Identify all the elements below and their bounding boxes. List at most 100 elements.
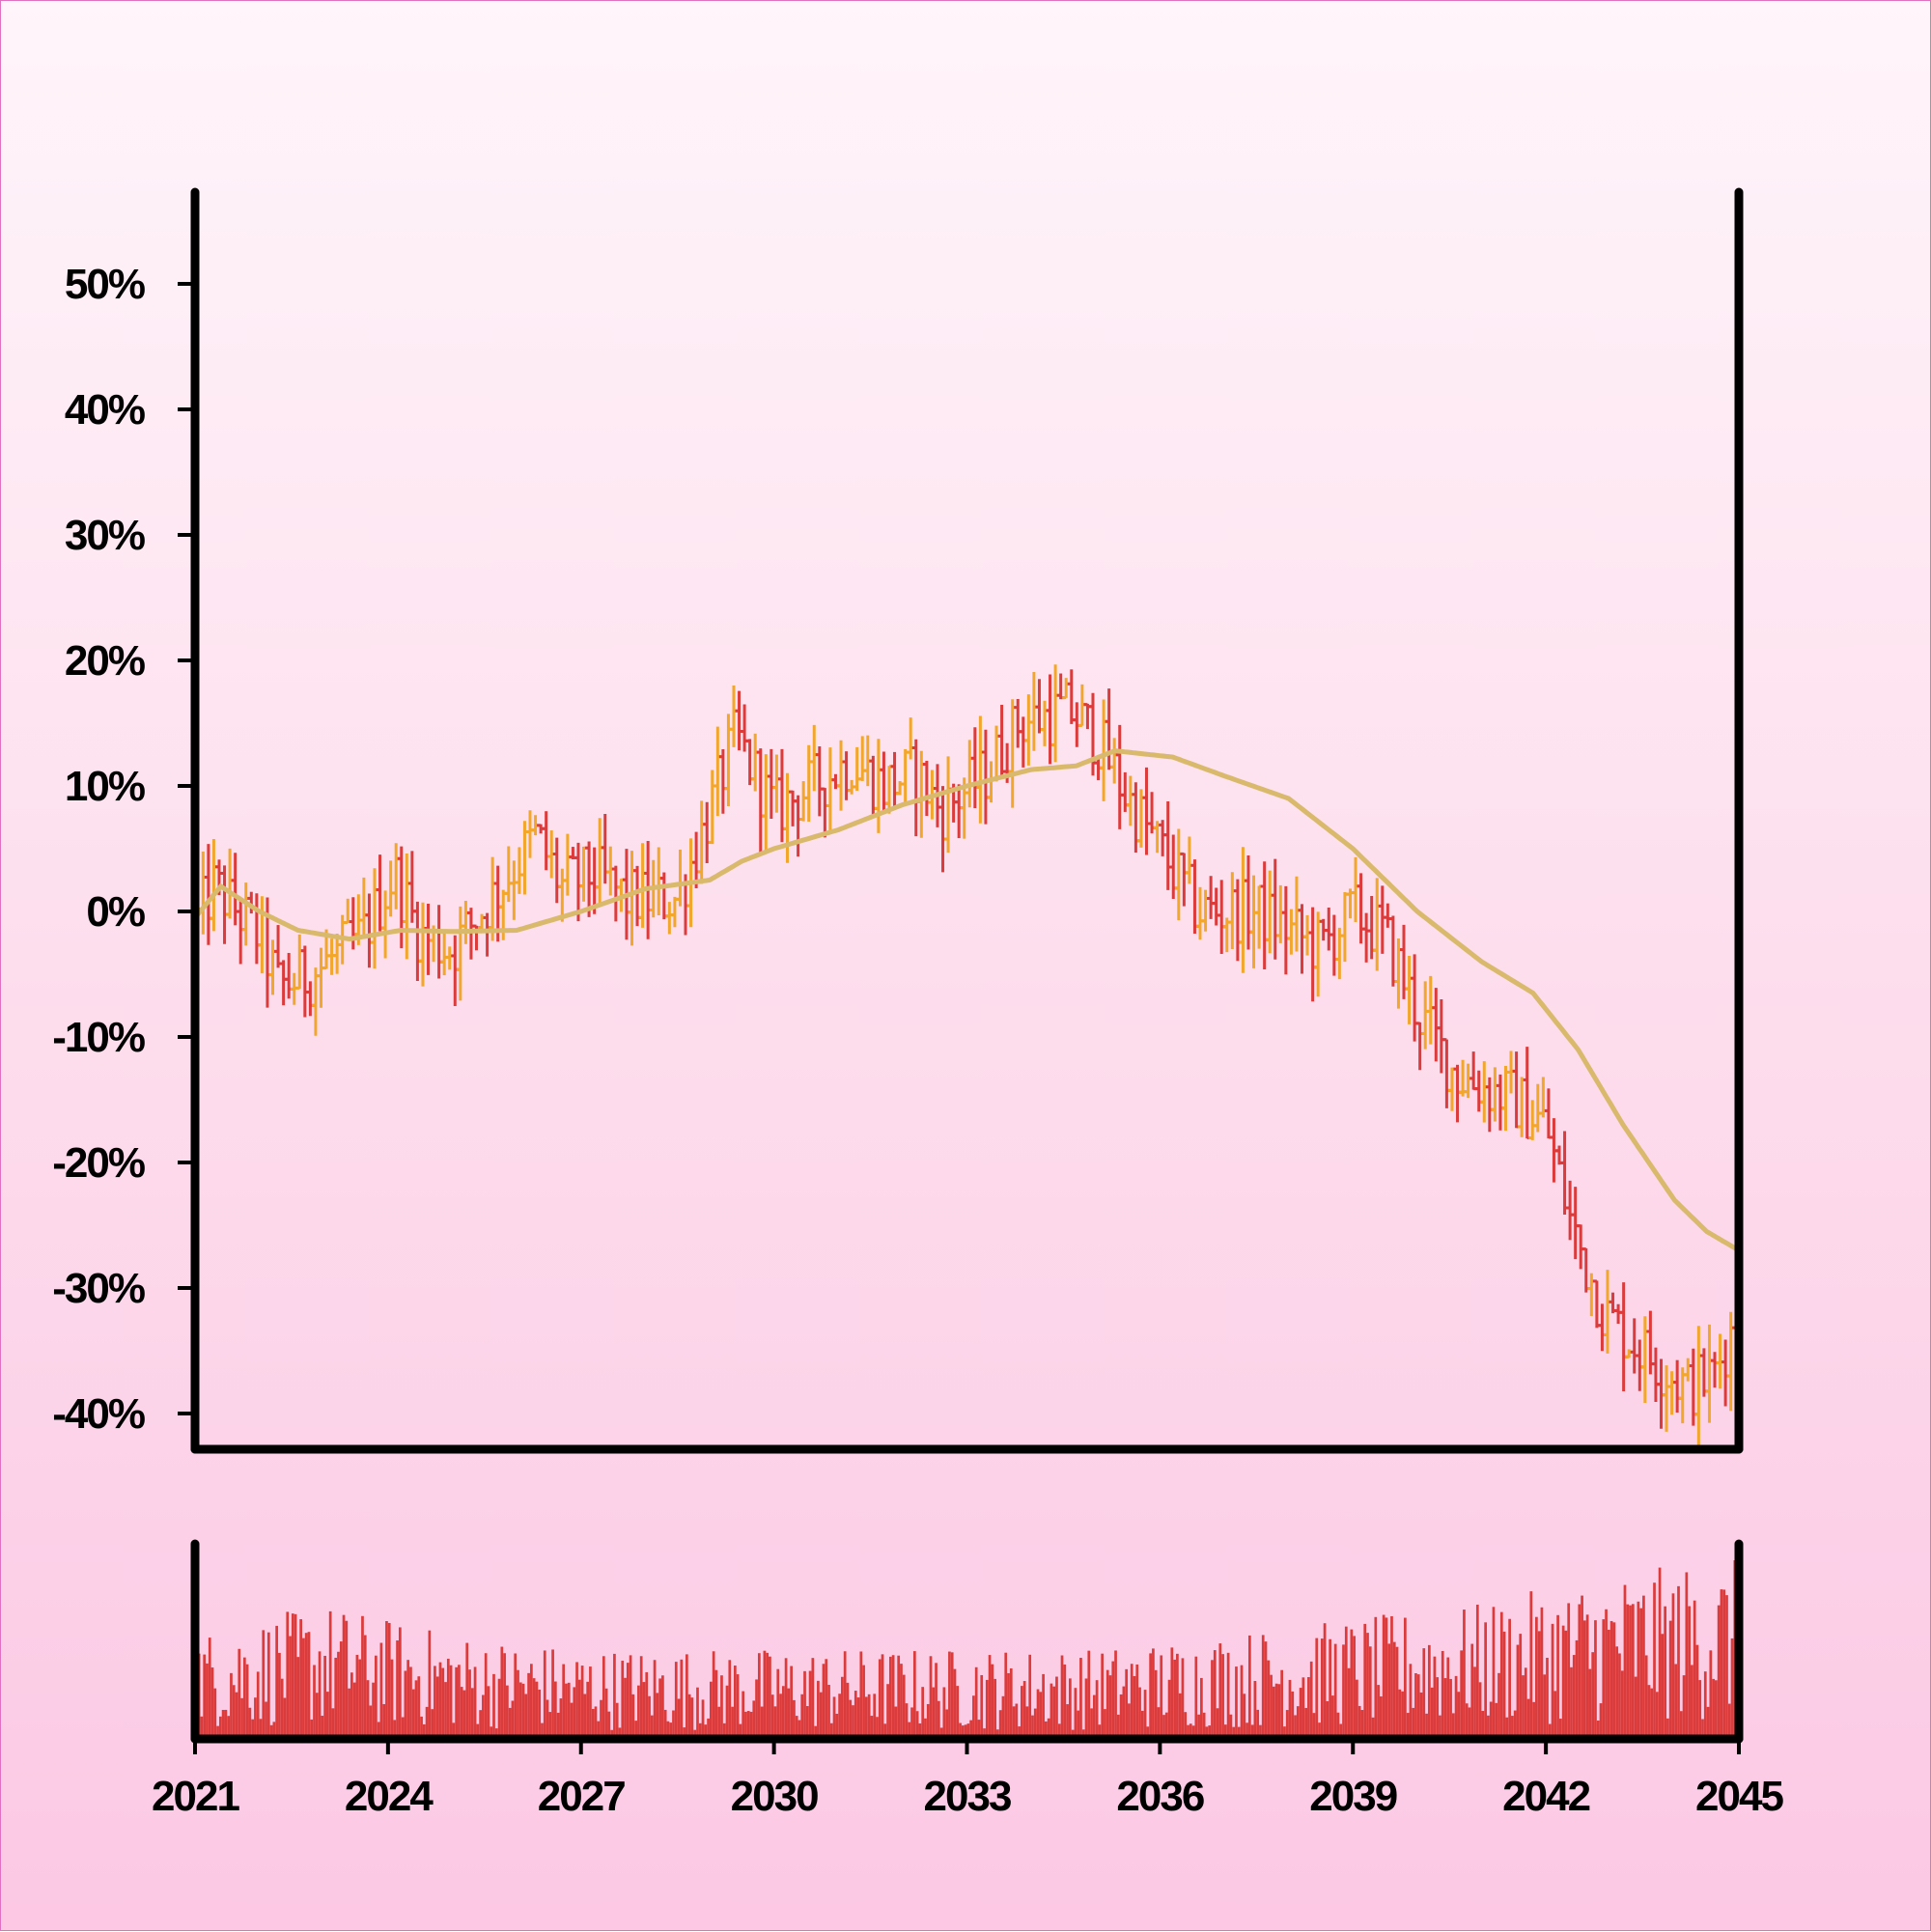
price-bar — [1244, 855, 1252, 950]
volume-bar — [307, 1632, 311, 1739]
volume-bar — [712, 1651, 715, 1739]
volume-bar — [1007, 1672, 1010, 1739]
volume-bar — [1524, 1667, 1527, 1739]
price-bar — [729, 685, 738, 747]
volume-bar — [634, 1721, 637, 1739]
volume-bar — [1318, 1722, 1321, 1739]
price-bar — [1405, 956, 1413, 1024]
price-bar — [659, 872, 668, 920]
volume-bar — [1609, 1620, 1613, 1739]
price-bar — [804, 744, 813, 822]
y-tick-label: -40% — [52, 1390, 145, 1438]
volume-bar — [1119, 1694, 1123, 1739]
price-bar — [772, 754, 781, 813]
price-bar — [1207, 876, 1216, 919]
volume-bar — [446, 1658, 450, 1739]
volume-bar — [597, 1721, 601, 1739]
volume-bar — [470, 1688, 474, 1739]
volume-bar — [650, 1715, 654, 1739]
volume-bar — [803, 1670, 806, 1739]
volume-bar — [1653, 1582, 1656, 1739]
volume-bar — [1556, 1614, 1559, 1739]
volume-bar — [396, 1640, 399, 1739]
volume-bar — [1235, 1666, 1238, 1739]
volume-bar — [465, 1642, 469, 1739]
price-bar — [1201, 889, 1210, 932]
volume-bar — [508, 1707, 512, 1739]
volume-bar — [856, 1697, 860, 1739]
volume-bar — [629, 1655, 632, 1739]
volume-bar — [950, 1652, 954, 1739]
price-bar — [440, 931, 449, 976]
volume-bar — [1001, 1695, 1005, 1739]
price-bar — [606, 846, 615, 896]
volume-bar — [1416, 1674, 1420, 1739]
volume-bar — [733, 1666, 737, 1739]
volume-bar — [1553, 1691, 1557, 1739]
volume-bar — [832, 1696, 836, 1739]
volume-bar — [1639, 1608, 1643, 1739]
volume-bar — [484, 1653, 488, 1739]
volume-bar — [1473, 1666, 1476, 1739]
volume-bar — [680, 1659, 684, 1739]
volume-bar — [1433, 1656, 1437, 1739]
volume-bar — [575, 1662, 578, 1739]
volume-bar — [1419, 1692, 1423, 1739]
volume-bar — [666, 1721, 670, 1739]
volume-bar — [302, 1638, 305, 1739]
volume-bar — [216, 1725, 219, 1739]
price-bar — [376, 854, 384, 932]
price-bar — [697, 800, 706, 884]
volume-bar — [518, 1682, 522, 1739]
price-bar — [665, 902, 674, 935]
volume-bar — [790, 1666, 794, 1739]
volume-bar — [969, 1720, 972, 1739]
volume-bar — [1074, 1688, 1077, 1739]
price-bar — [611, 865, 620, 922]
volume-bar — [438, 1662, 442, 1739]
volume-bar — [503, 1653, 506, 1739]
volume-bar — [690, 1697, 694, 1739]
volume-bar — [1497, 1672, 1500, 1739]
volume-bar — [326, 1692, 329, 1739]
price-bar — [1196, 886, 1205, 940]
volume-bar — [1068, 1678, 1072, 1739]
x-tick-label: 2039 — [1309, 1773, 1396, 1820]
moving-average-line — [193, 748, 1741, 1253]
price-bar — [993, 725, 1001, 782]
volume-bar — [1055, 1676, 1058, 1739]
volume-bar — [245, 1664, 249, 1739]
price-bar — [285, 952, 294, 999]
volume-bar — [1468, 1707, 1471, 1739]
volume-bar — [1623, 1584, 1627, 1739]
volume-bar — [1385, 1617, 1388, 1739]
price-bar — [563, 833, 572, 896]
volume-bar — [658, 1678, 661, 1739]
volume-bar — [770, 1694, 774, 1739]
volume-bar — [793, 1699, 796, 1739]
volume-bar — [615, 1702, 619, 1739]
volume-bar — [1698, 1680, 1702, 1739]
volume-bar — [506, 1685, 509, 1739]
volume-bar — [1021, 1686, 1023, 1739]
volume-bar — [1377, 1685, 1380, 1739]
volume-bar — [500, 1646, 504, 1739]
price-bar — [1163, 801, 1172, 890]
price-bar — [510, 860, 518, 920]
volume-bar — [910, 1707, 913, 1739]
volume-bar — [1499, 1611, 1503, 1739]
price-bar — [1276, 884, 1285, 943]
y-tick-label: 20% — [65, 637, 145, 685]
price-bar — [703, 801, 712, 863]
axes — [190, 187, 1744, 1744]
volume-bar — [476, 1723, 480, 1739]
volume-bar — [800, 1694, 804, 1739]
volume-bar — [1570, 1666, 1573, 1739]
volume-bar — [1240, 1665, 1244, 1739]
volume-bar — [1537, 1631, 1541, 1739]
volume-bar — [814, 1725, 817, 1739]
volume-bar — [372, 1682, 375, 1739]
volume-bar — [736, 1674, 740, 1739]
volume-bar — [1194, 1656, 1198, 1739]
